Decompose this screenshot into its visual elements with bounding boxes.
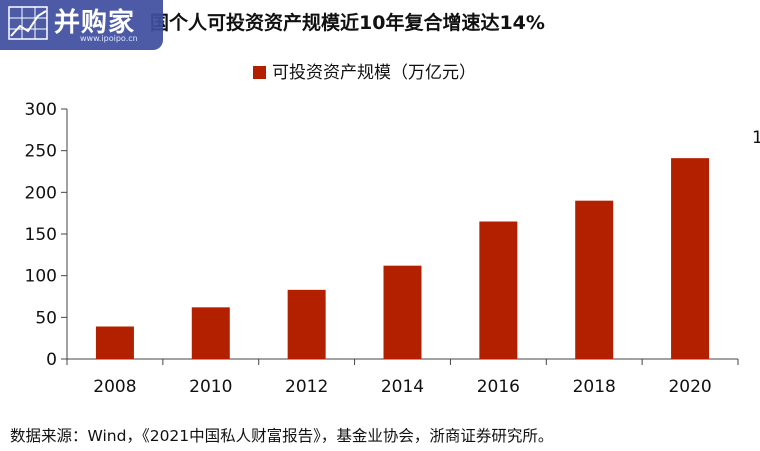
y-tick-label: 150 — [25, 225, 57, 245]
bar-2008 — [95, 326, 134, 359]
legend-label: 可投资资产规模（万亿元） — [272, 63, 476, 83]
x-tick-label: 2016 — [477, 377, 520, 397]
legend: 可投资资产规模（万亿元） — [253, 58, 476, 83]
bar-2014 — [383, 265, 422, 359]
chart-grid-icon — [8, 6, 48, 40]
legend-swatch — [253, 66, 266, 79]
chart-title: 国个人可投资资产规模近10年复合增速达14% — [150, 12, 545, 34]
bar-2016 — [479, 221, 518, 359]
x-tick-label: 2020 — [668, 377, 711, 397]
source-note: 数据来源：Wind，《2021中国私人财富报告》，基金业协会，浙商证券研究所。 — [10, 427, 554, 445]
x-tick-label: 2014 — [381, 377, 424, 397]
x-tick-label: 2008 — [93, 377, 136, 397]
x-tick-label: 2018 — [573, 377, 616, 397]
bar-2020 — [671, 158, 710, 359]
bar-2010 — [191, 307, 230, 359]
y-tick-label: 200 — [25, 183, 57, 203]
watermark-url: www.ipoipo.cn — [80, 34, 138, 43]
x-tick-label: 2012 — [285, 377, 328, 397]
bar-2012 — [287, 289, 326, 359]
watermark-logo: 并购家 www.ipoipo.cn — [0, 0, 163, 50]
y-tick-label: 50 — [35, 308, 57, 328]
bar-2018 — [575, 200, 614, 359]
y-tick-label: 100 — [25, 267, 57, 287]
watermark-brand: 并购家 — [54, 8, 136, 38]
y-tick-label: 300 — [25, 100, 57, 120]
edge-fragment: 1 — [752, 128, 760, 148]
x-tick-label: 2010 — [189, 377, 232, 397]
y-tick-label: 0 — [46, 350, 57, 370]
y-tick-label: 250 — [25, 142, 57, 162]
